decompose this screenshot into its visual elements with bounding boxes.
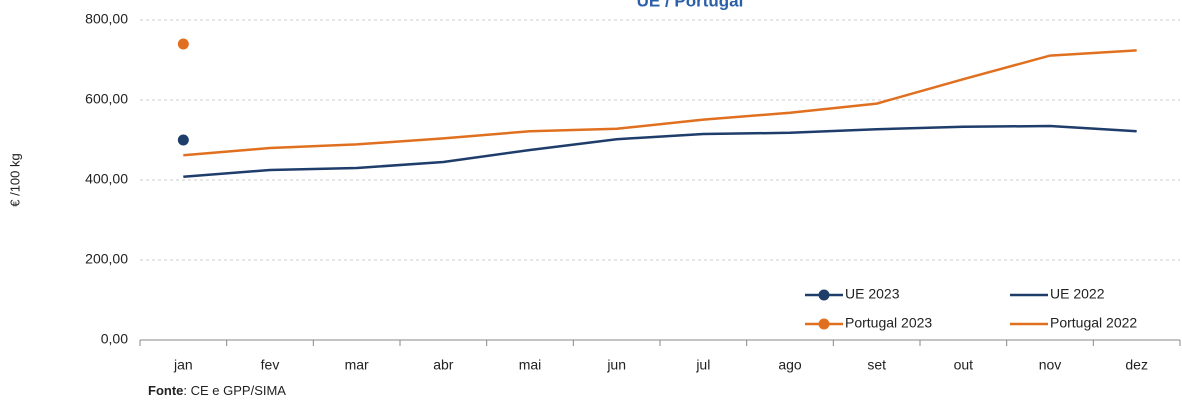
marker (177, 134, 189, 146)
x-tick-label: set (867, 357, 886, 373)
source-label: Fonte (148, 383, 183, 398)
y-tick-label: 0,00 (101, 331, 128, 347)
y-tick-label: 600,00 (85, 91, 128, 107)
source: Fonte: CE e GPP/SIMA (148, 383, 286, 398)
line (183, 124, 1137, 179)
x-tick-label: mar (345, 357, 369, 373)
x-tick-label: out (954, 357, 974, 373)
source-text: : CE e GPP/SIMA (183, 383, 286, 398)
y-tick-label: 800,00 (85, 11, 128, 27)
y-tick-label: 200,00 (85, 251, 128, 267)
x-tick-label: ago (778, 357, 802, 373)
x-tick-label: abr (433, 357, 454, 373)
x-tick-label: jan (173, 357, 193, 373)
legend-label: UE 2023 (845, 286, 900, 302)
x-tick-label: dez (1125, 357, 1148, 373)
legend-label: Portugal 2023 (845, 315, 932, 331)
legend-marker (818, 289, 830, 301)
y-tick-label: 400,00 (85, 171, 128, 187)
x-tick-label: nov (1039, 357, 1062, 373)
x-tick-label: jul (695, 357, 710, 373)
x-tick-label: fev (261, 357, 280, 373)
line (183, 49, 1137, 157)
x-tick-label: mai (519, 357, 542, 373)
legend-label: Portugal 2022 (1050, 315, 1137, 331)
legend-label: UE 2022 (1050, 286, 1105, 302)
y-axis-label: € /100 kg (7, 153, 22, 207)
x-tick-label: jun (606, 357, 626, 373)
marker (177, 38, 189, 50)
chart-title: UE / Portugal (637, 0, 744, 10)
legend-marker (818, 318, 830, 330)
